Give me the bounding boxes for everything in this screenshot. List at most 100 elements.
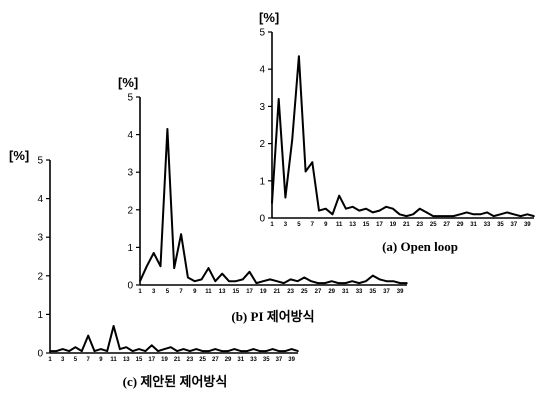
- data-point: [173, 267, 176, 269]
- data-point: [187, 276, 189, 279]
- x-tick-label: 7: [86, 357, 90, 363]
- data-point: [119, 348, 121, 350]
- y-tick-label: 4: [259, 65, 265, 76]
- y-tick-label: 3: [259, 102, 265, 113]
- data-point: [241, 278, 244, 281]
- data-point: [399, 282, 401, 284]
- data-point: [371, 211, 374, 214]
- data-point: [337, 282, 340, 284]
- data-point: [506, 211, 508, 214]
- data-point: [412, 213, 414, 216]
- data-point: [131, 350, 134, 352]
- x-tick-label: 17: [148, 357, 155, 363]
- chart-caption: (a) Open loop: [382, 239, 458, 254]
- x-tick-label: 29: [225, 357, 232, 363]
- data-point: [452, 215, 455, 217]
- data-point: [406, 282, 408, 284]
- data-point: [100, 348, 102, 350]
- data-point: [439, 215, 441, 217]
- x-tick-label: 23: [287, 289, 294, 295]
- data-point: [139, 280, 141, 283]
- x-tick-label: 33: [250, 357, 257, 363]
- x-tick-label: 25: [199, 357, 206, 363]
- y-tick-label: 4: [37, 194, 43, 205]
- y-tick-label: 0: [127, 281, 133, 292]
- y-unit-label: [%]: [118, 75, 138, 90]
- x-tick-label: 5: [166, 289, 170, 295]
- data-point: [271, 202, 273, 204]
- x-tick-label: 19: [390, 222, 397, 228]
- data-point: [291, 139, 293, 141]
- x-tick-label: 37: [276, 357, 283, 363]
- x-tick-label: 23: [416, 222, 423, 228]
- data-point: [365, 207, 367, 210]
- data-point: [338, 194, 340, 197]
- data-point: [358, 209, 361, 212]
- y-tick-label: 5: [37, 156, 43, 167]
- y-tick-label: 1: [259, 176, 265, 187]
- x-tick-label: 17: [376, 222, 383, 228]
- data-point: [297, 350, 299, 352]
- x-tick-label: 39: [397, 289, 404, 295]
- x-tick-label: 29: [457, 222, 464, 228]
- x-tick-label: 1: [138, 289, 142, 295]
- data-point: [138, 348, 140, 350]
- data-point: [392, 207, 394, 210]
- data-point: [405, 215, 408, 217]
- data-point: [227, 350, 229, 352]
- x-tick-label: 9: [324, 222, 328, 228]
- x-tick-label: 33: [356, 289, 363, 295]
- data-point: [150, 344, 153, 347]
- x-tick-label: 9: [193, 289, 197, 295]
- x-tick-label: 3: [152, 289, 156, 295]
- data-point: [499, 213, 502, 216]
- data-point: [87, 334, 89, 337]
- data-point: [193, 280, 196, 283]
- x-tick-label: 7: [179, 289, 183, 295]
- data-point: [278, 350, 280, 352]
- x-tick-label: 31: [470, 222, 477, 228]
- x-tick-label: 15: [136, 357, 143, 363]
- y-unit-label: [%]: [9, 148, 29, 163]
- data-point: [398, 213, 401, 216]
- data-point: [208, 350, 210, 352]
- data-point: [246, 350, 248, 352]
- y-tick-label: 2: [259, 139, 265, 150]
- data-point: [298, 55, 300, 57]
- data-point: [466, 211, 468, 214]
- x-tick-label: 39: [288, 357, 295, 363]
- data-point: [144, 350, 147, 352]
- x-tick-label: 27: [212, 357, 219, 363]
- x-tick-label: 3: [61, 357, 65, 363]
- x-tick-label: 11: [110, 357, 117, 363]
- data-point: [233, 348, 236, 350]
- data-point: [252, 348, 255, 350]
- data-point: [296, 280, 299, 283]
- data-point: [262, 280, 265, 283]
- data-point: [106, 350, 109, 352]
- data-point: [214, 280, 217, 283]
- y-unit-label: [%]: [259, 10, 279, 25]
- data-point: [284, 350, 287, 352]
- y-tick-label: 1: [37, 310, 43, 321]
- data-point: [277, 98, 280, 100]
- x-tick-label: 21: [174, 357, 181, 363]
- data-point: [351, 206, 354, 208]
- data-point: [55, 350, 58, 352]
- data-point: [378, 278, 381, 281]
- y-tick-label: 2: [37, 271, 43, 282]
- data-point: [93, 350, 96, 352]
- x-tick-label: 35: [263, 357, 270, 363]
- data-point: [324, 282, 326, 284]
- data-point: [459, 213, 461, 216]
- series-line: [50, 325, 299, 353]
- data-point: [492, 215, 495, 217]
- y-tick-label: 1: [127, 243, 133, 254]
- y-tick-label: 0: [259, 214, 265, 225]
- x-tick-label: 19: [260, 289, 267, 295]
- series-line: [271, 55, 535, 218]
- x-tick-label: 23: [187, 357, 194, 363]
- data-point: [445, 215, 448, 217]
- x-tick-label: 1: [270, 222, 274, 228]
